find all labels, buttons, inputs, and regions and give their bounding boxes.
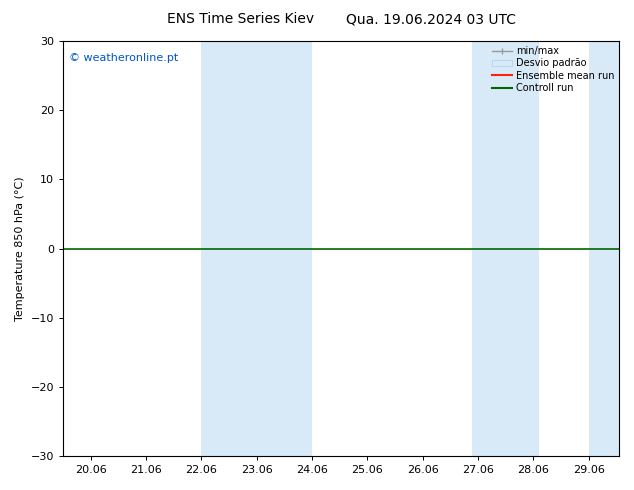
Bar [202,41,312,456]
Legend: min/max, Desvio padrão, Ensemble mean run, Controll run: min/max, Desvio padrão, Ensemble mean ru… [490,44,616,95]
Text: ENS Time Series Kiev: ENS Time Series Kiev [167,12,314,26]
Text: © weatheronline.pt: © weatheronline.pt [68,53,178,64]
Text: Qua. 19.06.2024 03 UTC: Qua. 19.06.2024 03 UTC [346,12,516,26]
Bar [588,41,619,456]
Y-axis label: Temperature 850 hPa (°C): Temperature 850 hPa (°C) [15,176,25,321]
Bar [472,41,539,456]
